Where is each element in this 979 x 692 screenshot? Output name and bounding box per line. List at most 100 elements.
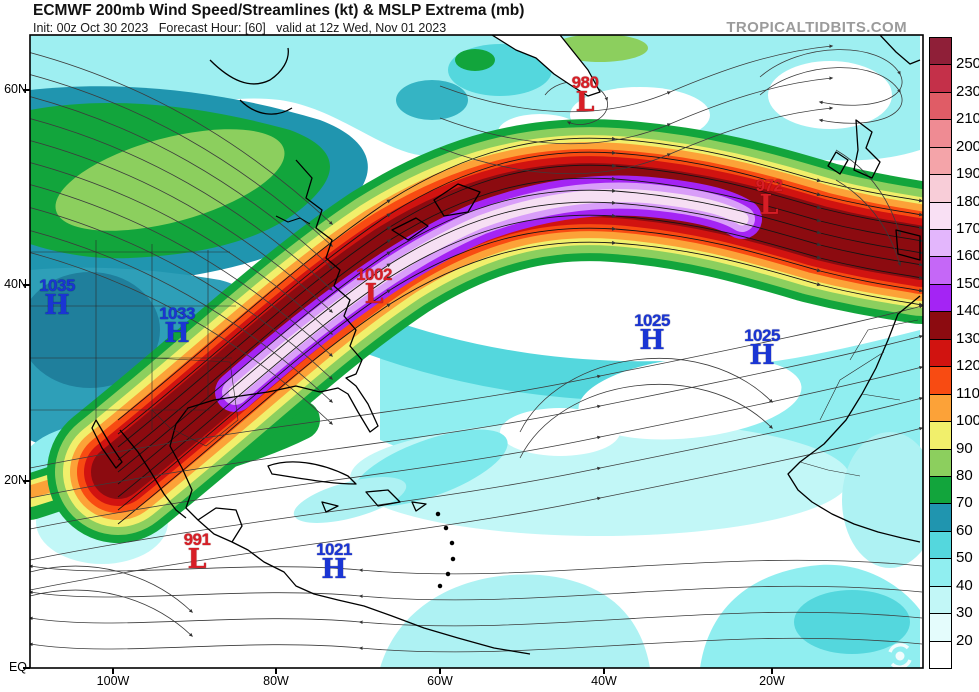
streamline xyxy=(30,565,193,613)
colorbar-segment xyxy=(929,421,952,450)
pressure-low-marker: 980 L xyxy=(572,74,599,116)
pressure-low-marker: 1002 L xyxy=(356,266,392,308)
lon-tick xyxy=(603,668,605,674)
colorbar-segment xyxy=(929,366,952,395)
colorbar-segment xyxy=(929,338,952,368)
lon-label: 60W xyxy=(427,674,453,688)
lat-label: EQ xyxy=(8,660,27,674)
streamline xyxy=(30,396,923,561)
lon-tick xyxy=(439,668,441,674)
colorbar-segment xyxy=(929,201,952,231)
lat-tick xyxy=(23,667,30,669)
political-borders xyxy=(30,240,919,477)
colorbar-segment xyxy=(929,37,952,66)
colorbar-segment xyxy=(929,283,952,313)
pressure-letter: H xyxy=(164,318,190,349)
lon-tick xyxy=(771,668,773,674)
streamline xyxy=(30,585,923,601)
map-border xyxy=(29,34,924,669)
colorbar-tick-label: 60 xyxy=(956,521,973,539)
streamline xyxy=(117,240,923,525)
pressure-letter: H xyxy=(639,325,665,356)
pressure-letter: L xyxy=(187,544,207,575)
streamline xyxy=(30,611,923,627)
pressure-letter: L xyxy=(364,279,384,310)
colorbar-tick-label: 170 xyxy=(956,220,979,238)
streamline xyxy=(30,162,333,335)
colorbar-tick-label: 230 xyxy=(956,82,979,100)
streamline xyxy=(835,149,901,237)
streamline xyxy=(30,207,333,380)
pressure-high-marker: 1035 H xyxy=(39,277,75,319)
colorbar-segment xyxy=(929,146,952,176)
lon-label: 80W xyxy=(263,674,289,688)
pressure-value: 1035 xyxy=(39,276,75,295)
colorbar-segment xyxy=(929,229,952,258)
colorbar-segment xyxy=(929,558,952,587)
pressure-letter: H xyxy=(749,340,775,371)
pressure-high-marker: 1021 H xyxy=(316,541,352,583)
pressure-value: 1025 xyxy=(744,326,780,345)
streamline xyxy=(30,365,923,530)
coastlines xyxy=(91,35,921,655)
colorbar-tick-label: 40 xyxy=(956,576,973,594)
pressure-low-marker: 972 L xyxy=(756,177,783,219)
colorbar-tick-label: 50 xyxy=(956,549,973,567)
streamline xyxy=(30,637,923,653)
lat-label: 40N xyxy=(4,277,27,291)
colorbar-segment xyxy=(929,256,952,285)
lon-tick xyxy=(275,668,277,674)
colorbar-tick-label: 190 xyxy=(956,165,979,183)
pressure-value: 1033 xyxy=(159,304,195,323)
streamline xyxy=(30,589,193,637)
colorbar-tick-label: 130 xyxy=(956,329,979,347)
pressure-value: 980 xyxy=(571,73,599,92)
colorbar-segment xyxy=(929,311,952,340)
pressure-high-marker: 1033 H xyxy=(159,305,195,347)
streamline xyxy=(30,184,333,357)
streamline xyxy=(30,304,923,469)
lon-label: 20W xyxy=(759,674,785,688)
lat-tick xyxy=(23,89,30,91)
pressure-letter: H xyxy=(321,554,347,585)
colorbar-segment xyxy=(929,64,952,93)
colorbar-segment xyxy=(929,530,952,560)
colorbar-tick-label: 150 xyxy=(956,274,979,292)
colorbar-tick-label: 100 xyxy=(956,412,979,430)
pressure-high-marker: 1025 H xyxy=(744,327,780,369)
colorbar-segment xyxy=(929,91,952,121)
colorbar-segment xyxy=(929,119,952,148)
colorbar-tick-label: 20 xyxy=(956,631,973,649)
lon-tick xyxy=(112,668,114,674)
pressure-value: 1025 xyxy=(634,311,670,330)
streamline xyxy=(439,106,834,175)
tropicaltidbits-logo-icon xyxy=(888,643,912,668)
forecast-subtitle: Init: 00z Oct 30 2023 Forecast Hour: [60… xyxy=(33,21,447,35)
streamline xyxy=(30,426,923,591)
pressure-low-marker: 991 L xyxy=(184,531,211,573)
streamline xyxy=(30,118,333,291)
lat-label: 20N xyxy=(4,473,27,487)
lat-label: 60N xyxy=(4,82,27,96)
streamline xyxy=(30,230,333,403)
page-title: ECMWF 200mb Wind Speed/Streamlines (kt) … xyxy=(33,2,525,19)
colorbar-tick-label: 200 xyxy=(956,137,979,155)
colorbar-segment xyxy=(929,585,952,615)
colorbar-tick-label: 30 xyxy=(956,604,973,622)
streamline xyxy=(30,74,333,247)
colorbar-tick-label: 180 xyxy=(956,192,979,210)
pressure-value: 1021 xyxy=(316,540,352,559)
colorbar-segment xyxy=(929,640,952,669)
pressure-letter: L xyxy=(759,190,779,221)
lon-label: 40W xyxy=(591,674,617,688)
colorbar-segment xyxy=(929,475,952,505)
lon-label: 100W xyxy=(96,674,130,688)
streamline xyxy=(30,559,923,575)
colorbar-tick-label: 250 xyxy=(956,55,979,73)
lat-tick xyxy=(23,480,30,482)
pressure-value: 972 xyxy=(755,176,783,195)
colorbar-tick-label: 70 xyxy=(956,494,973,512)
colorbar-tick-label: 80 xyxy=(956,466,973,484)
